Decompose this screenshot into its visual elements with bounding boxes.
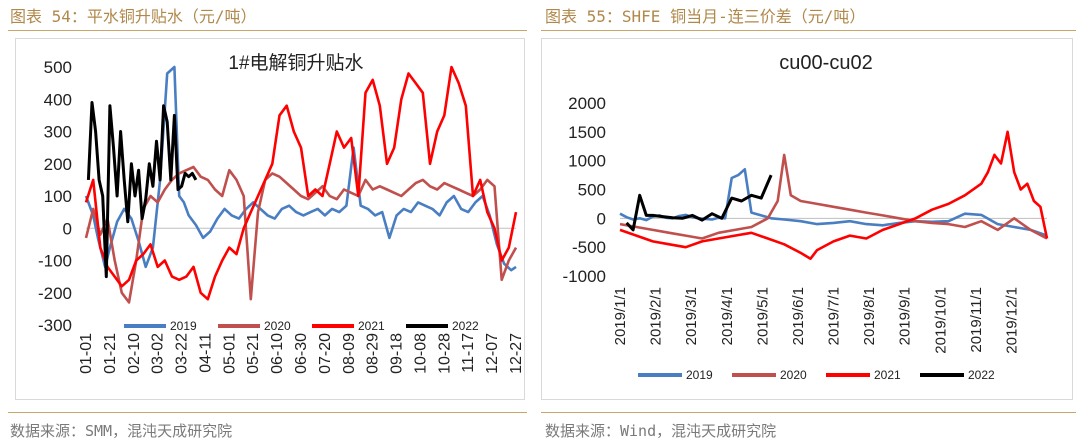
left-source-note: 数据来源：SMM，混沌天成研究院 <box>10 422 233 440</box>
left-x-tick-label: 10-28 <box>436 333 453 374</box>
right-chart: cu00-cu02 -1000 -500 0 500 1000 1500 2000 2019/1… <box>563 52 1049 382</box>
left-series-line-2021 <box>84 65 518 301</box>
right-legend-label-2019: 2019 <box>686 368 713 382</box>
left-x-tick-label: 05-01 <box>221 333 238 374</box>
right-x-tick-label: 2019/11/1 <box>968 287 985 353</box>
left-source-rule <box>8 412 527 413</box>
right-caption-rule <box>541 30 1076 31</box>
right-figure-caption: 图表 55：SHFE 铜当月-连三价差（元/吨） <box>545 7 866 26</box>
left-legend-label-2022: 2022 <box>452 319 479 333</box>
left-x-tick-label: 01-01 <box>78 333 95 374</box>
left-y-tick-label: -200 <box>38 284 72 303</box>
right-y-tick-label: 1500 <box>568 123 606 142</box>
right-x-tick-label: 2019/5/1 <box>754 287 771 345</box>
right-legend-label-2022: 2022 <box>968 368 995 382</box>
left-series-line-2019 <box>84 65 517 272</box>
right-source-rule <box>541 412 1076 413</box>
right-x-tick-label: 2019/1/1 <box>612 287 629 345</box>
left-y-tick-label: 100 <box>44 187 72 206</box>
right-y-tick-label: 1000 <box>568 152 606 171</box>
left-chart: 1#电解铜升贴水 -300 -200 -100 0 100 200 300 400 500 01-0… <box>38 52 525 374</box>
left-y-tick-label: 300 <box>44 123 72 142</box>
left-legend-label-2019: 2019 <box>170 319 197 333</box>
right-x-tick-label: 2019/8/1 <box>861 287 878 345</box>
right-series-line-2020 <box>619 153 1048 240</box>
left-series-line-2022 <box>86 101 198 279</box>
right-x-tick-label: 2019/3/1 <box>683 287 700 345</box>
left-y-tick-label: 200 <box>44 155 72 174</box>
right-y-tick-label: -1000 <box>563 267 606 286</box>
right-legend-label-2020: 2020 <box>780 368 807 382</box>
left-figure-caption: 图表 54：平水铜升贴水（元/吨） <box>10 7 257 26</box>
left-x-tick-label: 12-27 <box>508 333 524 374</box>
left-x-tick-label: 08-29 <box>365 333 382 374</box>
left-x-tick-label: 04-11 <box>197 333 214 373</box>
right-chart-title: cu00-cu02 <box>779 52 872 74</box>
right-y-tick-label: 0 <box>597 209 606 228</box>
left-x-tick-label: 05-21 <box>245 333 262 374</box>
left-y-tick-label: 400 <box>44 90 72 109</box>
left-y-tick-label: -100 <box>38 252 72 271</box>
right-x-tick-label: 2019/9/1 <box>897 287 914 345</box>
left-x-tick-label: 06-10 <box>269 333 286 374</box>
right-chart-panel: cu00-cu02 -1000 -500 0 500 1000 1500 2000 2019/1… <box>541 38 1073 400</box>
left-y-tick-label: 500 <box>44 58 72 77</box>
left-x-tick-label: 07-20 <box>317 333 334 374</box>
right-y-tick-label: 2000 <box>568 94 606 113</box>
right-series-line-2022 <box>625 174 773 232</box>
right-x-tick-label: 2019/10/1 <box>932 287 949 354</box>
right-x-tick-label: 2019/2/1 <box>648 287 665 345</box>
left-x-tick-label: 06-30 <box>293 333 310 374</box>
left-x-tick-label: 10-08 <box>412 333 429 374</box>
left-y-tick-label: 0 <box>63 219 72 238</box>
right-x-tick-label: 2019/6/1 <box>790 287 807 345</box>
right-source-note: 数据来源：Wind，混沌天成研究院 <box>545 422 777 440</box>
right-series-line-2021 <box>619 130 1049 260</box>
left-x-tick-label: 09-18 <box>389 333 406 374</box>
left-y-tick-label: -300 <box>38 316 72 335</box>
left-series-line-2020 <box>84 165 518 304</box>
right-y-tick-label: -500 <box>572 238 606 257</box>
left-caption-rule <box>8 30 527 31</box>
left-x-tick-label: 12-07 <box>484 333 501 374</box>
left-x-tick-label: 08-09 <box>341 333 358 374</box>
right-y-tick-label: 500 <box>578 181 606 200</box>
left-x-tick-label: 03-22 <box>174 333 191 374</box>
right-x-tick-label: 2019/4/1 <box>719 287 736 345</box>
left-x-tick-label: 01-21 <box>102 333 119 374</box>
right-x-tick-label: 2019/12/1 <box>1003 287 1020 354</box>
left-legend-label-2020: 2020 <box>264 319 291 333</box>
left-x-tick-label: 11-17 <box>460 333 477 373</box>
right-x-tick-label: 2019/7/1 <box>826 287 843 345</box>
left-x-tick-label: 03-02 <box>150 333 167 374</box>
right-legend-label-2021: 2021 <box>874 368 901 382</box>
left-chart-title: 1#电解铜升贴水 <box>228 52 363 74</box>
left-x-tick-label: 02-10 <box>126 333 143 374</box>
left-chart-panel: 1#电解铜升贴水 -300 -200 -100 0 100 200 300 400 500 01-0… <box>15 38 525 400</box>
left-legend-label-2021: 2021 <box>358 319 385 333</box>
